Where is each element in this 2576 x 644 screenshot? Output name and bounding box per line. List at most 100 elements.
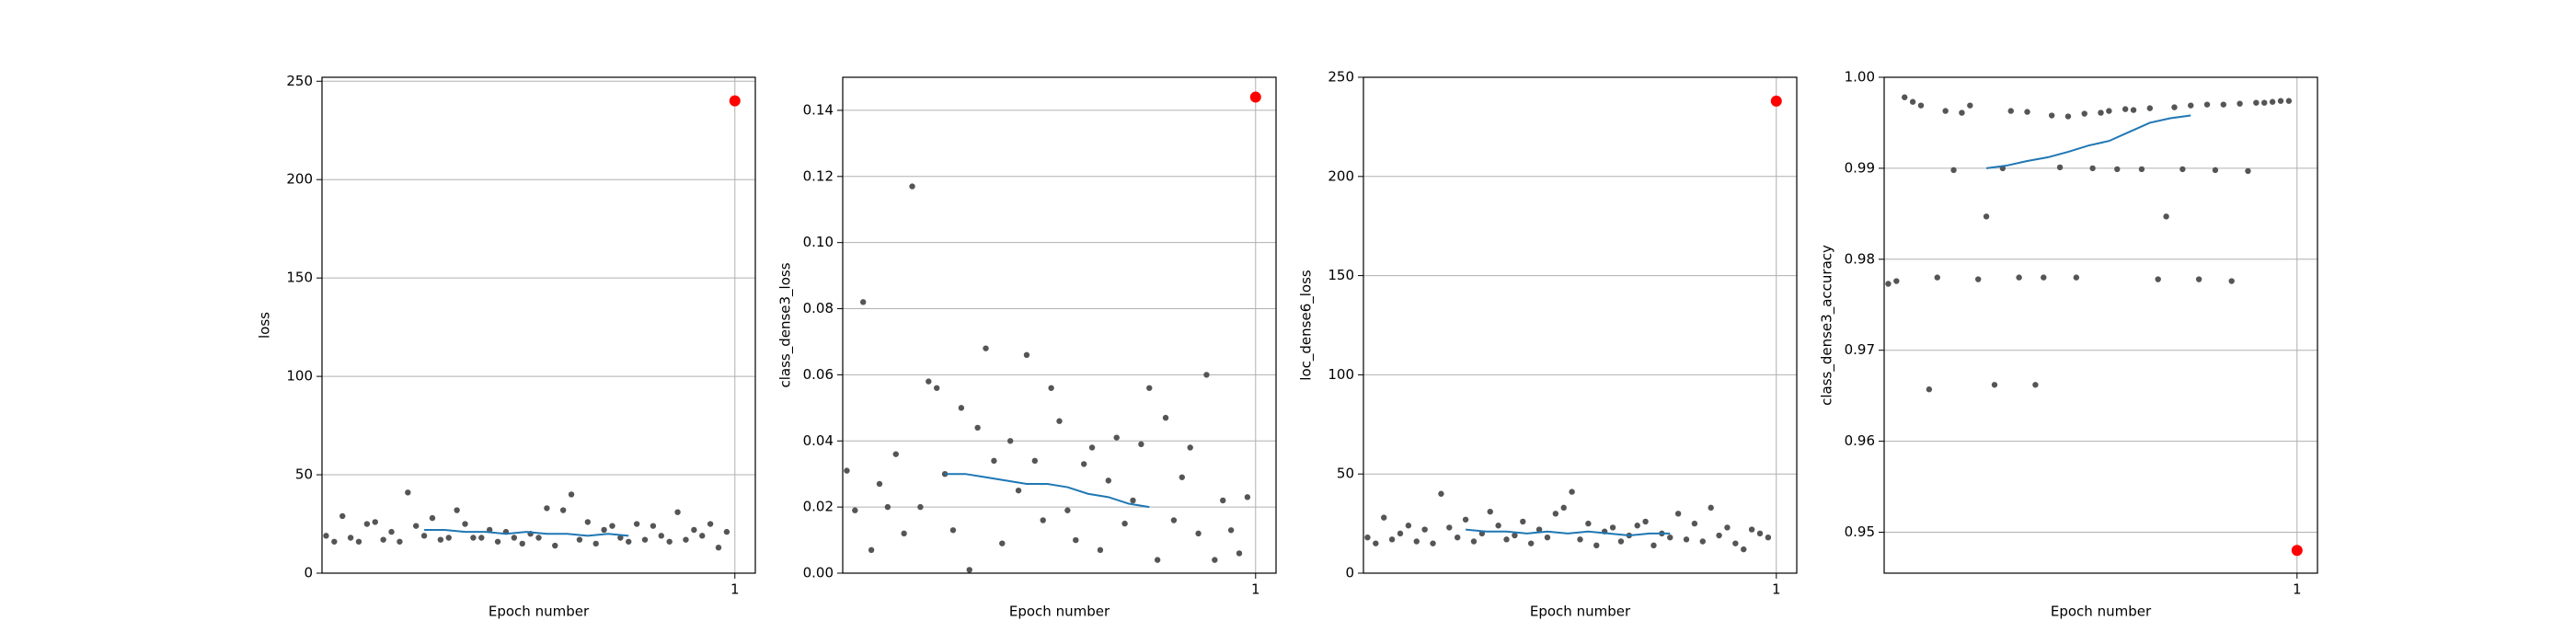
data-point: [658, 533, 665, 539]
data-point: [1405, 523, 1412, 529]
y-tick-label: 50: [1337, 466, 1354, 482]
data-point: [1413, 538, 1420, 545]
data-point: [2285, 98, 2293, 104]
data-point: [1236, 550, 1243, 557]
data-point: [876, 480, 883, 488]
data-point: [1446, 524, 1453, 531]
data-point: [1569, 489, 1575, 495]
x-tick-label: 1: [1251, 581, 1260, 598]
data-point: [683, 536, 689, 543]
data-point: [584, 519, 592, 525]
data-point: [1617, 538, 1625, 545]
y-tick-label: 100: [286, 368, 313, 385]
y-tick-label: 0: [304, 565, 313, 581]
data-point: [494, 538, 501, 545]
data-point: [2024, 109, 2030, 115]
data-point: [1991, 382, 1998, 388]
y-tick-label: 150: [1328, 267, 1354, 283]
data-point: [674, 509, 681, 515]
y-tick-label: 100: [1328, 366, 1354, 383]
data-point: [1959, 109, 1965, 116]
y-tick-label: 0.10: [803, 234, 834, 250]
data-point: [933, 385, 940, 391]
data-point: [1388, 536, 1396, 543]
data-point: [2228, 278, 2235, 284]
y-tick-label: 0.04: [803, 432, 834, 449]
y-tick-label: 0.99: [1845, 159, 1875, 176]
data-point: [1770, 95, 1782, 107]
data-point: [339, 512, 346, 520]
data-point: [405, 489, 411, 496]
data-point: [535, 535, 542, 541]
data-point: [1470, 538, 1478, 545]
y-tick-label: 200: [1328, 167, 1354, 184]
data-point: [2064, 113, 2072, 120]
data-point: [1203, 372, 1210, 378]
data-point: [388, 528, 395, 535]
data-point: [715, 544, 722, 551]
data-point: [2048, 112, 2055, 119]
data-point: [2212, 167, 2219, 174]
data-point: [363, 521, 371, 527]
data-point: [707, 521, 714, 527]
data-point: [355, 538, 362, 545]
data-point: [958, 405, 965, 411]
data-point: [1942, 108, 1949, 114]
data-point: [884, 503, 891, 511]
data-point: [1040, 517, 1046, 523]
data-point: [868, 546, 875, 554]
trend-line: [424, 528, 629, 537]
data-point: [974, 424, 981, 431]
data-point: [1708, 504, 1714, 512]
data-point: [347, 535, 354, 541]
data-point: [699, 533, 706, 539]
data-point: [1544, 534, 1551, 541]
data-point: [1031, 457, 1039, 465]
y-tick-label: 250: [286, 73, 313, 89]
data-point: [991, 457, 997, 465]
data-point: [1073, 536, 1079, 544]
data-point: [592, 540, 599, 547]
data-point: [1934, 274, 1940, 281]
data-point: [576, 536, 583, 543]
y-tick-label: 0.95: [1845, 523, 1875, 540]
data-point: [983, 345, 989, 351]
data-point: [1212, 557, 1218, 563]
data-point: [1748, 526, 1755, 533]
data-point: [429, 514, 436, 522]
data-point: [1560, 504, 1567, 512]
data-point: [1674, 511, 1682, 517]
data-point: [1130, 497, 1136, 504]
y-tick-label: 0.12: [803, 167, 834, 184]
data-point: [1683, 536, 1690, 543]
data-point: [1097, 546, 1104, 554]
axes-frame: [1363, 76, 1798, 574]
data-point: [2179, 166, 2186, 173]
data-point: [2195, 276, 2202, 282]
data-point: [380, 536, 386, 543]
data-point: [860, 299, 867, 305]
data-point: [2155, 276, 2161, 282]
data-point: [2171, 104, 2178, 110]
data-point: [1691, 520, 1698, 527]
data-point: [1950, 167, 1957, 174]
data-point: [2291, 545, 2303, 557]
data-point: [626, 538, 632, 545]
data-point: [633, 521, 640, 527]
data-point: [1244, 494, 1251, 500]
data-point: [609, 523, 615, 529]
data-point: [1146, 385, 1153, 391]
data-point: [1048, 385, 1054, 391]
data-point: [1650, 542, 1657, 549]
data-point: [1520, 518, 1526, 525]
data-point: [1023, 351, 1030, 359]
data-point: [462, 521, 468, 527]
data-point: [1634, 523, 1640, 529]
y-axis-label: class_dense3_loss: [777, 262, 795, 387]
data-point: [1716, 532, 1722, 539]
axes-frame: [842, 76, 1277, 574]
y-tick-label: 0.14: [803, 101, 834, 118]
data-point: [1917, 102, 1925, 109]
data-point: [1512, 532, 1518, 539]
